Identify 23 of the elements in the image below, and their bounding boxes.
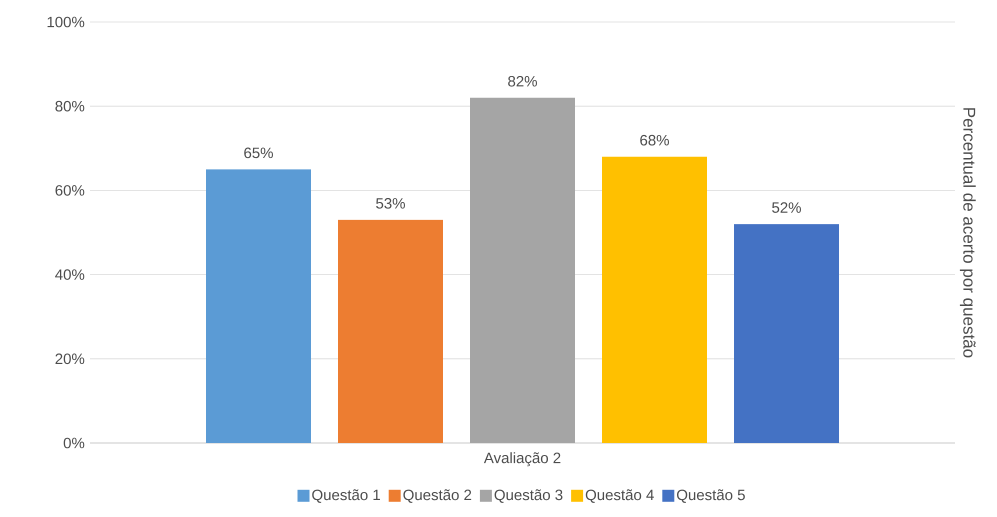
bar: [338, 220, 443, 443]
y-tick-label: 100%: [48, 16, 84, 28]
legend-label: Questão 4: [586, 489, 654, 503]
data-label: 52%: [772, 202, 801, 213]
legend-label: Questão 3: [494, 489, 562, 503]
y-tick-label: 40%: [55, 269, 84, 280]
y-tick-label: 80%: [55, 100, 84, 112]
legend-label: Questão 5: [676, 489, 745, 503]
data-label: 68%: [640, 134, 669, 146]
legend-label: Questão 1: [312, 489, 380, 503]
y-tick-label: 0%: [64, 438, 84, 448]
y-tick-label: 60%: [56, 185, 84, 196]
data-label: 65%: [244, 148, 273, 158]
x-tick-label: Avaliação 2: [484, 452, 560, 466]
data-label: 53%: [376, 198, 405, 209]
data-label: 82%: [508, 76, 537, 87]
y-tick-label: 20%: [56, 353, 84, 364]
bar: [470, 98, 576, 443]
y-axis-title: Percentual de acerto por questão: [960, 108, 976, 358]
bar: [734, 224, 840, 443]
bar: [206, 169, 311, 443]
legend-label: Questão 2: [403, 489, 472, 503]
bar: [602, 156, 708, 443]
